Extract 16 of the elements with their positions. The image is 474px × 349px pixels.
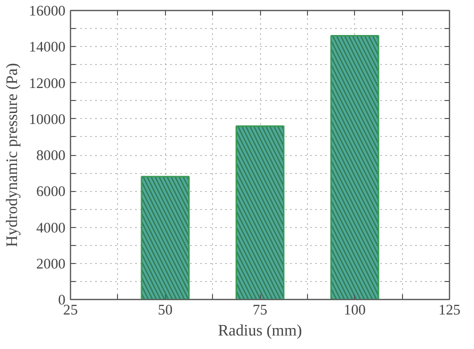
x-tick-label: 25 — [63, 302, 78, 318]
y-tick-label: 14000 — [28, 40, 66, 56]
y-tick-label: 4000 — [36, 220, 66, 236]
y-tick-label: 12000 — [28, 76, 66, 92]
x-tick-label: 75 — [252, 302, 268, 318]
y-tick-label: 0 — [58, 292, 66, 308]
x-axis-title: Radius (mm) — [218, 322, 302, 340]
x-tick-label: 125 — [438, 302, 460, 318]
y-tick-label: 6000 — [36, 184, 66, 200]
x-tick-label: 100 — [344, 302, 366, 318]
y-tick-label: 2000 — [36, 256, 66, 272]
y-axis-title: Hydrodynamic pressure (Pa) — [4, 63, 21, 247]
y-tick-label: 8000 — [36, 148, 66, 164]
y-tick-label: 16000 — [28, 4, 66, 20]
x-tick-label: 50 — [158, 302, 173, 318]
y-tick-label: 10000 — [28, 112, 66, 128]
